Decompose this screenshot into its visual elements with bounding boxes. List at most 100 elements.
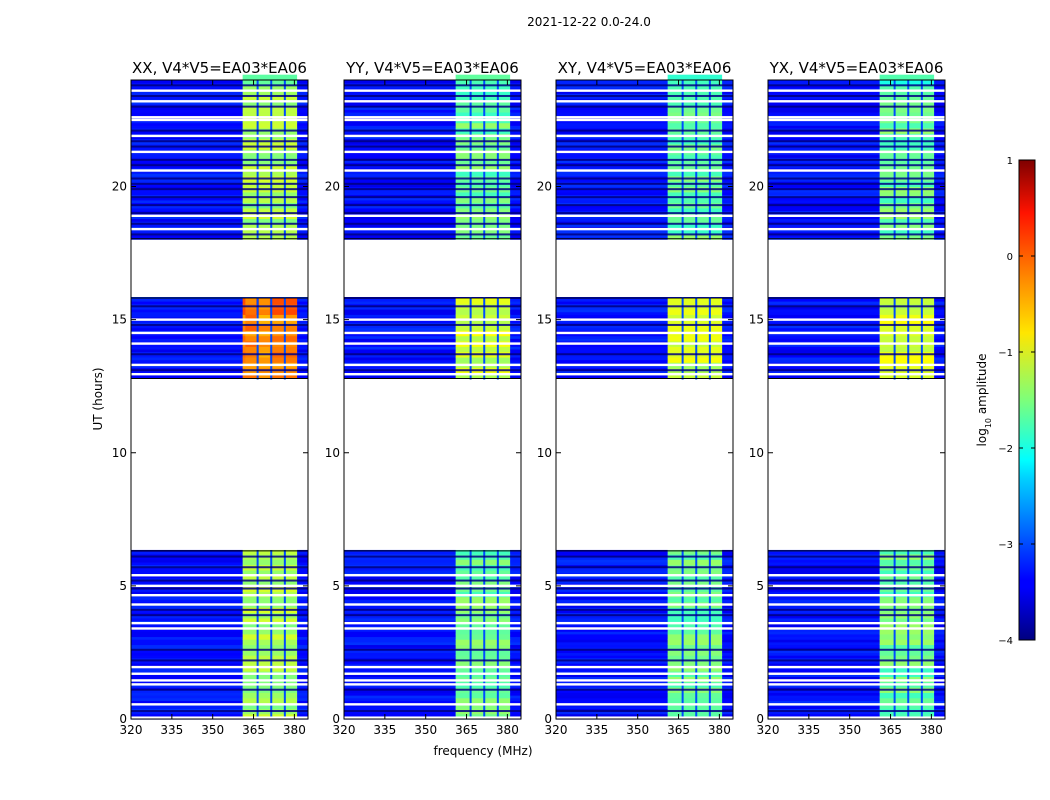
noise-strip: [556, 207, 733, 212]
dark-row: [768, 140, 945, 143]
noise-strip: [131, 364, 308, 369]
noise-strip: [131, 186, 308, 190]
noise-strip: [131, 700, 308, 704]
rfi-band-strip: [667, 95, 723, 102]
rfi-band-strip: [879, 548, 935, 555]
rfi-hot-strip: [258, 335, 270, 342]
flagged-row: [344, 214, 521, 217]
noise-strip: [768, 617, 945, 622]
noise-strip: [131, 103, 308, 108]
dark-row: [131, 196, 308, 199]
rfi-band-strip: [455, 617, 511, 624]
noise-strip: [131, 617, 308, 622]
flagged-row: [131, 116, 308, 119]
rfi-band-strip: [667, 90, 723, 97]
noise-strip: [556, 314, 733, 318]
noise-strip: [131, 623, 308, 627]
rfi-band-strip: [455, 101, 511, 108]
noise-strip: [768, 375, 945, 379]
y-tick-label: 0: [544, 712, 552, 726]
noise-strip: [131, 106, 308, 110]
noise-strip: [131, 676, 308, 680]
flagged-row: [768, 363, 945, 367]
rfi-band-strip: [667, 623, 723, 630]
noise-strip: [344, 668, 521, 672]
rfi-band-strip: [667, 703, 723, 709]
flagged-row: [768, 627, 945, 630]
noise-strip: [131, 202, 308, 206]
noise-strip: [556, 173, 733, 177]
noise-strip: [556, 327, 733, 331]
noise-strip: [344, 609, 521, 614]
rfi-band-strip: [879, 649, 935, 656]
noise-strip: [131, 354, 308, 358]
noise-strip: [556, 647, 733, 651]
rfi-band-strip: [667, 324, 723, 331]
noise-strip: [344, 612, 521, 616]
dark-row: [556, 158, 733, 161]
dark-row: [768, 659, 945, 662]
noise-strip: [131, 663, 308, 667]
noise-strip: [344, 183, 521, 188]
rfi-band-strip: [242, 580, 298, 587]
noise-strip: [556, 633, 733, 638]
dark-row: [131, 648, 308, 651]
rfi-band-strip: [455, 580, 511, 587]
flagged-row: [768, 703, 945, 706]
panel-title: YY, V4*V5=EA03*EA06: [345, 59, 519, 77]
flagged-row: [131, 716, 308, 719]
noise-strip: [768, 556, 945, 560]
dark-row: [556, 94, 733, 97]
rfi-band-strip: [455, 197, 511, 204]
noise-strip: [344, 660, 521, 664]
noise-strip: [344, 111, 521, 116]
flagged-row: [768, 116, 945, 119]
noise-strip: [131, 561, 308, 566]
noise-strip: [131, 90, 308, 94]
noise-strip: [344, 343, 521, 347]
dark-row: [131, 182, 308, 185]
dark-row: [556, 84, 733, 87]
noise-strip: [556, 109, 733, 113]
y-tick-label: 20: [749, 180, 764, 194]
flagged-row: [131, 683, 308, 686]
rfi-band-strip: [455, 660, 511, 667]
noise-strip: [131, 588, 308, 592]
noise-strip: [556, 205, 733, 209]
noise-strip: [344, 695, 521, 699]
flagged-row: [131, 214, 308, 217]
flagged-row: [344, 584, 521, 588]
rfi-band-strip: [455, 218, 511, 225]
rfi-hot-strip: [245, 372, 257, 379]
rfi-band-strip: [455, 111, 511, 118]
noise-strip: [344, 364, 521, 369]
noise-strip: [344, 575, 521, 579]
noise-strip: [344, 308, 521, 313]
flagged-row: [768, 593, 945, 597]
noise-strip: [768, 109, 945, 113]
dark-row: [131, 566, 308, 569]
noise-strip: [344, 553, 521, 558]
noise-strip: [344, 205, 521, 209]
dark-row: [768, 182, 945, 185]
noise-strip: [768, 663, 945, 667]
rfi-band-strip: [242, 644, 298, 651]
rfi-channel-gap: [469, 549, 472, 719]
noise-strip: [768, 103, 945, 108]
noise-strip: [131, 119, 308, 124]
noise-strip: [131, 338, 308, 342]
flagged-row: [131, 363, 308, 367]
noise-strip: [768, 575, 945, 579]
y-tick-label: 5: [756, 579, 764, 593]
x-tick-label: 350: [201, 723, 224, 737]
noise-strip: [344, 130, 521, 134]
noise-strip: [131, 628, 308, 632]
noise-strip: [131, 197, 308, 201]
noise-strip: [131, 644, 308, 648]
rfi-band-strip: [879, 628, 935, 635]
noise-strip: [344, 175, 521, 180]
noise-strip: [768, 119, 945, 124]
flagged-row: [344, 603, 521, 606]
rfi-band-strip: [242, 80, 298, 86]
noise-strip: [344, 223, 521, 228]
